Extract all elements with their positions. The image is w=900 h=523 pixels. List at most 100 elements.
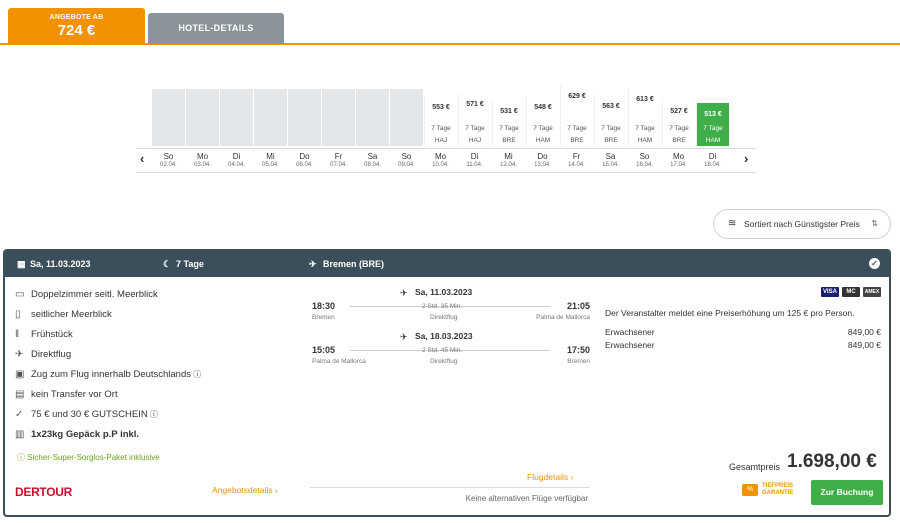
calendar-day[interactable]: 531 € 7 Tage BRE Mi 12.04. <box>492 88 525 173</box>
tab-hotel-details[interactable]: HOTEL-DETAILS <box>148 13 284 44</box>
price-row: Erwachsener 849,00 € <box>605 340 881 350</box>
weekday: Mo <box>196 152 209 161</box>
feature-text: 1x23kg Gepäck p.P inkl. <box>31 429 140 440</box>
day-label: Sa 15.04. <box>594 152 627 170</box>
price-bar[interactable]: 571 € 7 Tage HAJ <box>458 93 491 146</box>
book-button[interactable]: Zur Buchung <box>811 480 883 505</box>
calendar-prev-arrow[interactable]: ‹ <box>140 151 145 166</box>
date: 03.04. <box>194 162 211 168</box>
tab-bar: ANGEBOTE AB 724 € HOTEL-DETAILS <box>0 0 900 45</box>
empty-bar <box>356 89 389 146</box>
feature-text: 75 € und 30 € GUTSCHEIN <box>31 409 148 420</box>
calendar-day[interactable]: 548 € 7 Tage HAM Do 13.04. <box>526 88 559 173</box>
inbound-dep-city: Palma de Mallorca <box>312 358 366 365</box>
weekday: Fr <box>572 152 581 161</box>
price-bar[interactable]: 553 € 7 Tage HAJ <box>424 96 457 146</box>
day-label: Do 13.04. <box>526 152 559 170</box>
window-icon: ▯ <box>15 309 21 320</box>
date: 14.04. <box>568 162 585 168</box>
tab-offers-label: ANGEBOTE AB <box>49 14 104 21</box>
day-label: Fr 07.04. <box>322 152 355 170</box>
bar-airport-label: HAM <box>705 137 721 144</box>
day-label: Mi 05.04. <box>254 152 287 170</box>
bus-icon: ▤ <box>15 389 25 400</box>
price-bar[interactable]: 527 € 7 Tage BRE <box>662 100 695 146</box>
package-note-text: Sicher-Super-Sorglos-Paket inklusive <box>27 453 160 462</box>
inbound-type: Direktflug <box>430 358 458 365</box>
calendar-divider <box>136 148 756 149</box>
offer-details-link[interactable]: Angebotsdetails › <box>212 485 278 495</box>
inbound-dep-time: 15:05 <box>312 345 336 355</box>
bar-price-label: 629 € <box>568 93 586 100</box>
empty-bar <box>254 89 287 146</box>
info-icon[interactable]: ⓘ <box>147 410 158 419</box>
feature-text: Direktflug <box>31 349 72 360</box>
day-label: Mo 10.04. <box>424 152 457 170</box>
inbound-arr-time: 17:50 <box>566 345 590 355</box>
price-bar-selected[interactable]: 513 € 7 Tage HAM <box>696 103 729 146</box>
weekday: Di <box>708 152 717 161</box>
price-bar[interactable]: 563 € 7 Tage BRE <box>594 95 627 146</box>
feature-text: seitlicher Meerblick <box>31 309 112 320</box>
calendar-day[interactable]: 513 € 7 Tage HAM Di 18.04. <box>696 88 729 173</box>
flight-line <box>350 350 550 351</box>
train-icon: ▣ <box>15 369 25 380</box>
inbound-arr-city: Bremen <box>567 358 590 365</box>
bar-duration-label: 7 Tage <box>635 125 655 132</box>
visa-icon: VISA <box>821 287 839 297</box>
feature-item: ‖ Frühstück <box>15 329 73 340</box>
bar-price-label: 527 € <box>670 108 688 115</box>
offer-details-label: Angebotsdetails <box>212 485 273 495</box>
feature-item: ▣ Zug zum Flug innerhalb Deutschlands ⓘ <box>15 369 201 380</box>
price-bar[interactable]: 531 € 7 Tage BRE <box>492 100 525 146</box>
bar-price-label: 571 € <box>466 101 484 108</box>
calendar-day: So 02.04. <box>152 88 185 173</box>
calendar-day[interactable]: 613 € 7 Tage HAM So 16.04. <box>628 88 661 173</box>
date: 12.04. <box>500 162 517 168</box>
inbound-duration: 2 Std. 45 Min. <box>422 347 463 354</box>
date: 17.04. <box>670 162 687 168</box>
date: 16.04. <box>636 162 653 168</box>
empty-bar <box>390 89 423 146</box>
calendar-day[interactable]: 571 € 7 Tage HAJ Di 11.04. <box>458 88 491 173</box>
calendar-day[interactable]: 563 € 7 Tage BRE Sa 15.04. <box>594 88 627 173</box>
check-icon: ✓ <box>15 409 24 420</box>
moon-icon: ☾ <box>163 259 172 269</box>
date: 11.04. <box>466 162 483 168</box>
flight-details-link[interactable]: Flugdetails › <box>527 472 573 482</box>
day-label: Do 06.04. <box>288 152 321 170</box>
day-label: So 09.04. <box>390 152 423 170</box>
bar-duration-label: 7 Tage <box>499 125 519 132</box>
tab-offers[interactable]: ANGEBOTE AB 724 € <box>8 8 145 44</box>
empty-bar <box>322 89 355 146</box>
weekday: So <box>163 152 174 161</box>
package-note: ⓘ Sicher-Super-Sorglos-Paket inklusive <box>17 453 160 462</box>
bar-price-label: 531 € <box>500 108 518 115</box>
sort-button[interactable]: ≋ Sortiert nach Günstigster Preis ⇅ <box>713 209 891 239</box>
empty-bar <box>288 89 321 146</box>
price-bar[interactable]: 613 € 7 Tage HAM <box>628 88 661 146</box>
calendar-day[interactable]: 629 € 7 Tage BRE Fr 14.04. <box>560 85 593 173</box>
calendar-day: Sa 08.04. <box>356 88 389 173</box>
sort-list-icon: ≋ <box>728 218 737 229</box>
calendar-next-arrow[interactable]: › <box>744 151 749 166</box>
calendar-day[interactable]: 527 € 7 Tage BRE Mo 17.04. <box>662 88 695 173</box>
price-row: Erwachsener 849,00 € <box>605 327 881 337</box>
bar-price-label: 513 € <box>704 111 722 118</box>
bar-airport-label: HAJ <box>468 137 482 144</box>
weekday: Sa <box>605 152 616 161</box>
takeoff-icon: ✈ <box>400 288 408 298</box>
price-bar[interactable]: 548 € 7 Tage HAM <box>526 96 559 146</box>
price-notice: Der Veranstalter meldet eine Preiserhöhu… <box>605 308 855 318</box>
calendar-day: Di 04.04. <box>220 88 253 173</box>
price-bar[interactable]: 629 € 7 Tage BRE <box>560 85 593 146</box>
calendar-day[interactable]: 553 € 7 Tage HAJ Mo 10.04. <box>424 88 457 173</box>
outbound-dep-city: Bremen <box>312 314 335 321</box>
feature-text: Zug zum Flug innerhalb Deutschlands <box>31 369 192 380</box>
date: 18.04. <box>704 162 721 168</box>
feature-text: Frühstück <box>31 329 73 340</box>
empty-bar <box>186 89 219 146</box>
day-label: So 16.04. <box>628 152 661 170</box>
info-icon[interactable]: ⓘ <box>191 370 202 379</box>
total-price: 1.698,00 € <box>787 451 877 472</box>
